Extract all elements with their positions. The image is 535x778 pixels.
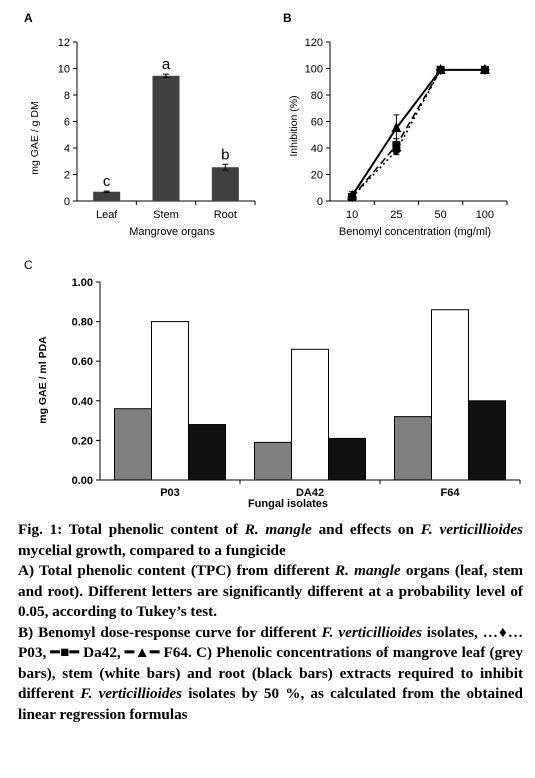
chart-a-y-tick-label: 6 (64, 117, 70, 129)
chart-b-y-tick-label: 20 (311, 170, 323, 182)
chart-c-bar (394, 416, 432, 481)
chart-c-bar (468, 400, 506, 481)
chart-b-series-line (351, 68, 485, 197)
chart-c-x-tick-label: F64 (441, 487, 461, 499)
chart-c-y-tick-label: 1.00 (72, 277, 93, 289)
chart-b-x-tick-label: 100 (476, 209, 494, 221)
caption-title: Fig. 1: Total phenolic content of R. man… (18, 520, 523, 561)
chart-a-bar (93, 191, 121, 201)
caption-b-text-3: isolates by 50 %, as calculated from the… (18, 685, 523, 723)
chart-b: B Inhibition (%) Benomyl concentration (… (275, 8, 525, 240)
chart-a-bar (211, 167, 239, 201)
chart-c-y-tick-label: 0.20 (72, 435, 93, 447)
caption-title-species: R. mangle (244, 521, 312, 538)
panel-b-label: B (283, 11, 292, 25)
chart-c-x-tick-label: P03 (160, 487, 180, 499)
chart-a-svg: A mg GAE / g DM Mangrove organs 0 2 4 6 8 10 1… (24, 11, 256, 238)
chart-a-y-tick-label: 12 (58, 37, 70, 49)
chart-c-y-tick-label: 0.40 (72, 396, 93, 408)
chart-c-svg: C mg GAE / ml PDA Fungal isolates 0.00 0.… (24, 258, 521, 510)
chart-a-x-tick-label: Root (214, 209, 237, 221)
chart-b-point-triangle (435, 63, 446, 74)
chart-c-x-tick-label: DA42 (296, 487, 324, 499)
chart-b-y-tick-label: 60 (311, 117, 323, 129)
caption-part-bc: B) Benomyl dose-response curve for diffe… (18, 623, 523, 726)
chart-b-series-line (351, 69, 485, 198)
panel-a-label: A (24, 11, 33, 25)
chart-a-y-tick-label: 10 (58, 64, 70, 76)
caption-a-text-2: organs (leaf, stem and root). Different … (18, 562, 523, 620)
caption-title-species-2: F. verticillioides (420, 521, 523, 538)
chart-a-y-axis-label: mg GAE / g DM (29, 101, 41, 175)
chart-a-y-tick-label: 4 (64, 143, 70, 155)
chart-b-x-tick-label: 50 (435, 209, 447, 221)
chart-c: C mg GAE / ml PDA Fungal isolates 0.00 0.… (20, 255, 525, 510)
chart-b-y-tick-label: 80 (311, 90, 323, 102)
caption-b-species-2: F. verticillioides (80, 685, 183, 702)
chart-c-bar (431, 309, 469, 481)
caption-a-species: R. mangle (335, 562, 401, 579)
chart-a-x-axis-label: Mangrove organs (129, 226, 215, 238)
chart-b-y-tick-label: 120 (305, 37, 323, 49)
chart-c-bar (328, 437, 366, 481)
chart-b-svg: B Inhibition (%) Benomyl concentration (… (283, 11, 508, 238)
caption-title-text-2: and effects on (311, 521, 421, 538)
chart-a-y-tick-label: 0 (64, 196, 70, 208)
chart-a-y-tick-label: 8 (64, 90, 70, 102)
chart-c-bar (291, 348, 329, 481)
caption-b-species: F. verticillioides (321, 623, 422, 641)
caption-b-text-2: isolates, …♦… P03, ━■━ Da42, ━▲━ F64. C)… (18, 623, 524, 703)
caption-title-text: Fig. 1: Total phenolic content of (18, 521, 245, 538)
chart-a-x-tick-label: Leaf (96, 209, 118, 221)
chart-b-x-tick-label: 10 (346, 209, 358, 221)
chart-b-point-triangle (479, 63, 490, 74)
chart-b-series-line (351, 69, 485, 198)
chart-c-y-tick-label: 0.60 (72, 356, 93, 368)
chart-c-bar (188, 424, 226, 481)
chart-b-y-axis-label: Inhibition (%) (288, 95, 300, 156)
chart-b-point-triangle (391, 122, 402, 133)
figure-caption: Fig. 1: Total phenolic content of R. man… (18, 520, 523, 725)
caption-title-text-3: mycelial growth, compared to a fungicide (18, 541, 286, 559)
chart-c-bar (254, 441, 292, 481)
caption-part-a: A) Total phenolic content (TPC) from dif… (18, 561, 523, 623)
caption-b-text: B) Benomyl dose-response curve for diffe… (18, 623, 322, 641)
chart-a-significance-letter: a (162, 56, 171, 73)
chart-b-x-tick-label: 25 (390, 209, 402, 221)
chart-a-x-tick-label: Stem (153, 209, 179, 221)
chart-a-y-tick-label: 2 (64, 170, 70, 182)
chart-c-y-axis-label: mg GAE / ml PDA (37, 336, 49, 424)
panel-c-label: C (24, 258, 33, 272)
chart-a-significance-letter: b (221, 146, 229, 163)
chart-b-y-tick-label: 100 (305, 64, 323, 76)
chart-c-y-tick-label: 0.80 (72, 317, 93, 329)
chart-a: A mg GAE / g DM Mangrove organs 0 2 4 6 8 10 1… (20, 8, 260, 240)
caption-a-text: A) Total phenolic content (TPC) from dif… (18, 562, 336, 579)
chart-c-x-axis-label: Fungal isolates (248, 498, 328, 510)
chart-c-bar (151, 321, 189, 481)
chart-c-y-tick-label: 0.00 (72, 475, 93, 487)
chart-a-bar (152, 75, 180, 201)
chart-b-y-tick-label: 40 (311, 143, 323, 155)
chart-c-bar (114, 408, 152, 481)
chart-b-y-tick-label: 0 (317, 196, 323, 208)
chart-a-significance-letter: c (103, 173, 111, 190)
chart-b-point-triangle (347, 189, 358, 200)
chart-b-point-square (392, 141, 401, 150)
chart-b-x-axis-label: Benomyl concentration (mg/ml) (339, 226, 491, 238)
